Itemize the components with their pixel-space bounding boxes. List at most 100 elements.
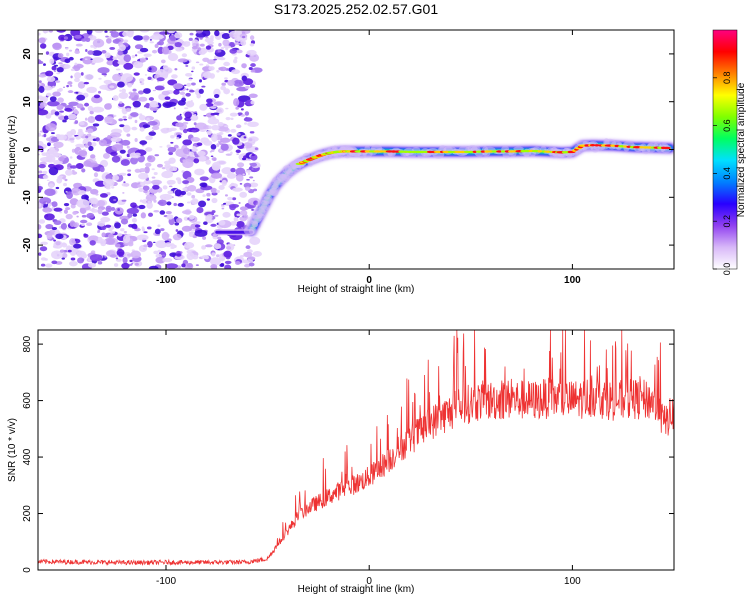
noise-speckle — [199, 43, 205, 47]
noise-speckle — [105, 186, 111, 190]
noise-speckle — [56, 177, 63, 184]
noise-speckle — [199, 37, 203, 40]
noise-speckle — [215, 107, 224, 114]
noise-speckle — [138, 78, 145, 83]
noise-speckle — [44, 258, 48, 261]
noise-speckle — [161, 254, 166, 257]
noise-speckle — [224, 194, 228, 197]
noise-speckle — [188, 89, 195, 93]
noise-speckle — [73, 243, 82, 249]
noise-speckle — [229, 48, 237, 54]
noise-speckle — [243, 117, 253, 122]
noise-speckle — [69, 238, 76, 246]
noise-speckle — [220, 46, 224, 50]
noise-speckle — [201, 85, 206, 88]
noise-speckle — [224, 264, 232, 269]
noise-speckle — [88, 145, 94, 152]
noise-speckle — [142, 35, 150, 41]
noise-speckle — [58, 156, 65, 162]
noise-speckle — [182, 121, 189, 125]
noise-speckle — [224, 125, 229, 128]
colorbar-strip — [712, 29, 738, 270]
noise-speckle — [168, 185, 173, 188]
noise-speckle — [235, 81, 239, 84]
noise-speckle — [118, 173, 121, 176]
noise-speckle — [189, 214, 195, 220]
colorbar-tick-label: 0.8 — [722, 72, 732, 85]
noise-speckle — [39, 43, 47, 49]
noise-speckle — [74, 50, 80, 55]
noise-speckle — [131, 217, 138, 223]
noise-speckle — [105, 35, 109, 38]
noise-speckle — [97, 208, 103, 215]
noise-speckle — [139, 168, 146, 173]
noise-speckle — [110, 31, 120, 38]
noise-speckle — [153, 171, 158, 176]
noise-speckle — [232, 137, 240, 145]
noise-speckle — [79, 144, 85, 148]
noise-speckle — [238, 202, 241, 204]
noise-speckle — [39, 83, 42, 86]
noise-speckle — [51, 201, 58, 208]
noise-speckle — [224, 77, 228, 80]
noise-speckle — [228, 203, 240, 208]
noise-speckle — [98, 139, 108, 147]
noise-speckle — [94, 30, 104, 34]
noise-speckle — [45, 223, 54, 230]
noise-speckle — [235, 149, 241, 154]
noise-speckle — [59, 211, 63, 214]
noise-speckle — [154, 228, 161, 235]
noise-speckle — [101, 232, 106, 238]
noise-speckle — [80, 219, 88, 224]
noise-speckle — [118, 102, 125, 107]
noise-speckle — [67, 81, 73, 85]
noise-speckle — [101, 211, 109, 216]
noise-speckle — [43, 133, 47, 138]
noise-speckle — [155, 240, 168, 249]
noise-speckle — [251, 208, 255, 211]
noise-speckle — [90, 58, 93, 61]
noise-speckle — [145, 147, 153, 152]
noise-speckle — [243, 145, 247, 149]
noise-speckle — [225, 47, 229, 51]
noise-speckle — [134, 152, 141, 157]
noise-speckle — [227, 196, 233, 201]
noise-speckle — [114, 222, 121, 229]
spectrogram-y-tick-label: 20 — [22, 48, 33, 60]
noise-speckle — [45, 150, 55, 159]
noise-speckle — [253, 200, 259, 206]
noise-speckle — [244, 134, 247, 137]
noise-speckle — [97, 229, 101, 232]
noise-speckle — [126, 145, 130, 149]
noise-speckle — [42, 207, 53, 213]
noise-speckle — [139, 30, 150, 33]
noise-speckle — [244, 186, 251, 191]
noise-speckle — [121, 182, 130, 187]
noise-speckle — [90, 142, 97, 147]
noise-speckle — [38, 202, 42, 208]
noise-speckle — [52, 244, 59, 249]
noise-speckle — [91, 95, 103, 104]
noise-speckle — [225, 153, 232, 156]
noise-speckle — [183, 147, 191, 155]
noise-speckle — [202, 71, 212, 79]
noise-speckle — [137, 184, 142, 188]
noise-speckle — [38, 132, 42, 137]
noise-speckle — [63, 202, 70, 207]
noise-speckle — [132, 101, 137, 106]
noise-speckle — [156, 68, 166, 76]
noise-speckle — [64, 107, 73, 112]
noise-speckle — [249, 182, 259, 188]
noise-speckle — [87, 105, 94, 112]
noise-speckle — [184, 116, 192, 122]
noise-speckle — [117, 50, 124, 56]
noise-speckle — [186, 201, 191, 204]
noise-speckle — [38, 32, 41, 36]
figure-title: S173.2025.252.02.57.G01 — [274, 1, 438, 17]
noise-speckle — [120, 72, 124, 76]
noise-speckle — [113, 263, 119, 267]
noise-speckle — [244, 122, 247, 125]
noise-speckle — [54, 111, 60, 116]
noise-speckle — [183, 242, 195, 249]
noise-speckle — [188, 231, 194, 238]
